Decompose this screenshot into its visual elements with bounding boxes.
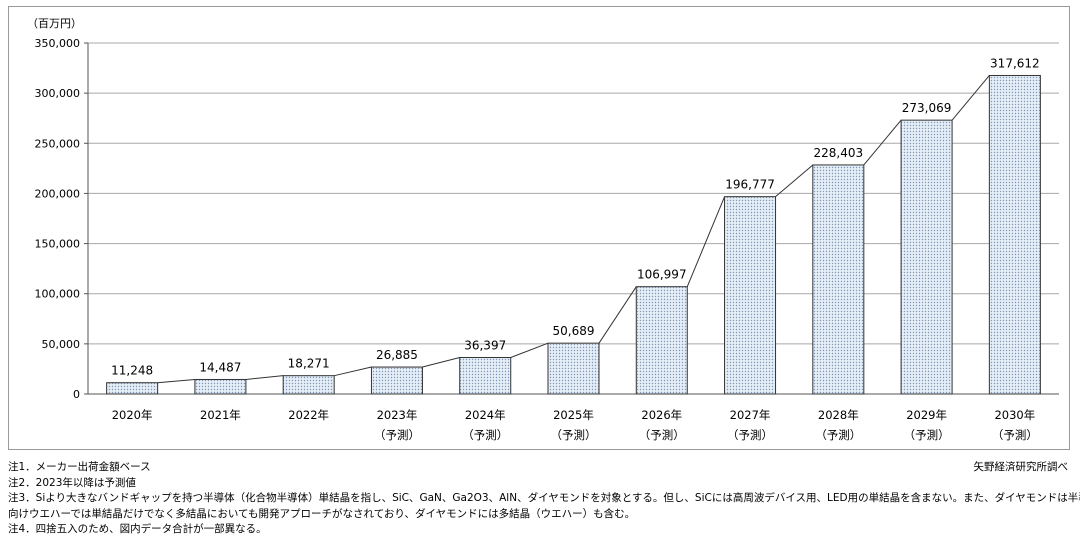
x-tick-label: 2030年 bbox=[994, 408, 1035, 422]
bar bbox=[459, 356, 512, 395]
y-unit-label: （百万円） bbox=[27, 17, 82, 30]
x-tick-sublabel: （予測） bbox=[904, 428, 950, 442]
footnote-4: 注4．四捨五入のため、図内データ合計が一部異なる。 bbox=[8, 523, 267, 535]
connector-line bbox=[510, 342, 549, 358]
y-tick-label: 150,000 bbox=[35, 238, 81, 251]
footnote-3: 注3．Siより大きなバンドギャップを持つ半導体（化合物半導体）単結晶を指し、Si… bbox=[8, 492, 1080, 504]
data-label: 18,271 bbox=[288, 357, 330, 371]
bar bbox=[547, 342, 600, 395]
footnote-3-cont: 向けウエハーでは単結晶だけでなく多結晶においても開発アプローチがなされており、ダ… bbox=[8, 507, 636, 520]
x-tick-sublabel: （予測） bbox=[462, 428, 508, 442]
x-tick-sublabel: （予測） bbox=[551, 428, 597, 442]
x-tick-label: 2023年 bbox=[377, 408, 418, 422]
x-tick-sublabel: （予測） bbox=[815, 428, 861, 442]
bar bbox=[370, 366, 423, 395]
connector-line bbox=[598, 286, 637, 344]
connector-line bbox=[334, 366, 372, 377]
bar-chart: （百万円） 0 50,000 100,000 150,000 200,000 250,00… bbox=[27, 17, 1059, 442]
connector-line bbox=[863, 119, 902, 166]
data-label: 196,777 bbox=[725, 178, 775, 192]
connector-line bbox=[422, 357, 460, 368]
x-tick-sublabel: （予測） bbox=[374, 428, 420, 442]
x-tick-label: 2029年 bbox=[906, 408, 947, 422]
x-tick-sublabel: （予測） bbox=[727, 428, 773, 442]
bar bbox=[988, 74, 1041, 395]
connector-line bbox=[245, 375, 284, 380]
footnote-2: 注2．2023年以降は予測値 bbox=[8, 476, 136, 489]
chart-frame: （百万円） 0 50,000 100,000 150,000 200,000 250,00… bbox=[8, 6, 1070, 450]
bar bbox=[194, 378, 247, 395]
connector-line bbox=[951, 75, 990, 121]
data-label: 11,248 bbox=[111, 364, 153, 378]
bar bbox=[900, 119, 953, 395]
footnote-1: 注1．メーカー出荷金額ベース bbox=[8, 461, 151, 473]
y-tick-label: 300,000 bbox=[35, 87, 81, 100]
y-tick-label: 100,000 bbox=[35, 288, 81, 301]
x-tick-label: 2028年 bbox=[818, 408, 859, 422]
x-tick-sublabel: （予測） bbox=[639, 428, 685, 442]
x-tick-label: 2026年 bbox=[641, 408, 682, 422]
x-tick-label: 2025年 bbox=[553, 408, 594, 422]
bar bbox=[282, 375, 335, 395]
y-tick-label: 0 bbox=[73, 388, 80, 401]
bar bbox=[724, 196, 777, 395]
bar bbox=[106, 382, 159, 395]
connector-line bbox=[686, 196, 726, 287]
data-label: 50,689 bbox=[553, 324, 595, 338]
data-label: 36,397 bbox=[464, 338, 506, 352]
y-tick-label: 50,000 bbox=[42, 338, 81, 351]
data-label: 228,403 bbox=[814, 146, 864, 160]
x-tick-label: 2024年 bbox=[465, 408, 506, 422]
connector-line bbox=[775, 164, 814, 198]
data-label: 14,487 bbox=[199, 360, 241, 374]
source-credit: 矢野経済研究所調べ bbox=[973, 461, 1069, 473]
x-tick-label: 2021年 bbox=[200, 408, 241, 422]
y-tick-label: 250,000 bbox=[35, 137, 81, 150]
connector-line bbox=[157, 378, 195, 384]
y-tick-label: 200,000 bbox=[35, 187, 81, 200]
data-label: 106,997 bbox=[637, 268, 687, 282]
y-tick-label: 350,000 bbox=[35, 37, 81, 50]
x-tick-label: 2027年 bbox=[730, 408, 771, 422]
bar bbox=[635, 286, 688, 395]
footnotes: 注1．メーカー出荷金額ベース 注2．2023年以降は予測値 注3．Siより大きな… bbox=[8, 460, 1080, 538]
data-label: 26,885 bbox=[376, 348, 418, 362]
x-tick-label: 2020年 bbox=[112, 408, 153, 422]
data-label: 317,612 bbox=[990, 56, 1040, 70]
x-tick-label: 2022年 bbox=[288, 408, 329, 422]
data-label: 273,069 bbox=[902, 101, 952, 115]
bar bbox=[812, 164, 865, 395]
x-tick-sublabel: （予測） bbox=[992, 428, 1038, 442]
